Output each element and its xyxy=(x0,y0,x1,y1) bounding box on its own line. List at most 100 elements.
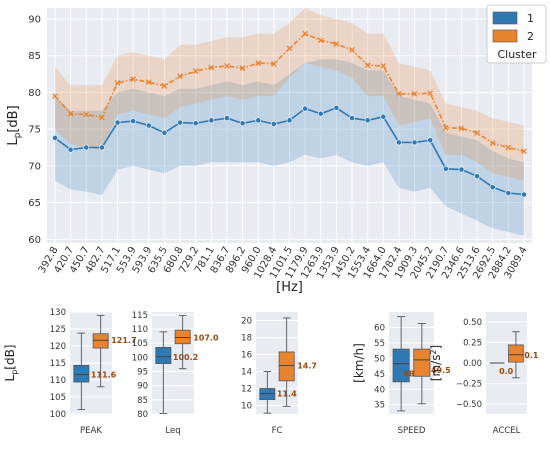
series-2-point xyxy=(83,111,90,118)
y-axis-label: Lp[dB] xyxy=(6,105,23,145)
series-2-point xyxy=(442,124,449,131)
series-2-point xyxy=(114,80,121,86)
y-axis-label: [km/h] xyxy=(352,343,366,383)
series-1-point xyxy=(442,165,449,172)
y-axis-label: [m/s2] xyxy=(429,345,443,381)
median-label: 49.5 xyxy=(431,366,451,375)
series-2-point xyxy=(505,144,512,151)
y-tick-label: 65 xyxy=(28,198,41,209)
series-1-point xyxy=(224,115,230,122)
series-1-point xyxy=(177,119,183,126)
series-1-point xyxy=(67,146,74,153)
y-tick-label: 85 xyxy=(28,51,41,62)
series-2-point xyxy=(67,110,74,117)
series-2-point xyxy=(99,114,105,121)
series-1-point xyxy=(521,191,527,198)
series-1-point xyxy=(349,115,355,122)
y-tick-label: 105 xyxy=(132,339,148,349)
series-1-point xyxy=(505,190,512,196)
series-2-point xyxy=(145,79,152,86)
y-tick-label: 60 xyxy=(28,235,41,246)
y-tick-label: −0.25 xyxy=(456,380,482,390)
box-cluster-1: 111.6 xyxy=(73,332,117,411)
y-tick-label: 115 xyxy=(50,359,66,369)
series-1-point xyxy=(208,117,215,124)
series-2-point xyxy=(521,148,527,155)
y-tick-label: 12 xyxy=(241,385,252,395)
series-1-point xyxy=(317,110,324,117)
series-2-point xyxy=(271,60,277,67)
y-tick-label: 115 xyxy=(132,311,148,321)
series-1-point xyxy=(364,117,371,124)
legend-label-1: 1 xyxy=(527,12,534,25)
box-panel-fc: 10121416182011.414.7FC xyxy=(241,312,317,436)
y-tick-label: 14 xyxy=(241,368,252,378)
median-label: 0.1 xyxy=(524,351,539,360)
series-1-point xyxy=(52,135,58,141)
median-label: 48.3 xyxy=(403,370,423,379)
legend: 1 2 Cluster xyxy=(486,4,547,64)
median-label: 0.0 xyxy=(499,367,514,376)
series-2-point xyxy=(239,65,246,72)
y-tick-label: 90 xyxy=(137,382,148,392)
y-tick-label: 95 xyxy=(137,368,148,378)
series-1-point xyxy=(145,122,152,129)
series-1-point xyxy=(396,139,402,146)
y-axis-label: Lp[dB] xyxy=(3,345,19,382)
y-tick-label: 105 xyxy=(50,393,66,403)
y-tick-label: 16 xyxy=(241,351,252,361)
box xyxy=(73,364,90,383)
x-category-label: PEAK xyxy=(80,426,102,436)
box xyxy=(508,344,524,363)
box-panel-peak: 100 105 110 115 120 125 130 111.6 121.7 PEAK Lp[dB… xyxy=(3,308,137,436)
x-category-label: FC xyxy=(272,426,283,436)
y-tick-label: 50 xyxy=(374,354,385,364)
median-label: 107.0 xyxy=(193,334,219,343)
series-1-point xyxy=(239,120,246,127)
y-tick-label: 60 xyxy=(374,323,385,333)
series-2-point xyxy=(286,45,293,52)
series-2-point xyxy=(427,90,434,97)
y-tick-label: −0.50 xyxy=(456,400,482,410)
series-1-point xyxy=(427,137,434,144)
series-1-point xyxy=(114,119,121,126)
series-2-point xyxy=(489,140,496,146)
box-panel-speed: 35 40 45 50 55 60 48.3 49.5 SPEED [km/h] xyxy=(352,312,451,436)
x-category-label: Leq xyxy=(165,426,180,436)
series-1-band xyxy=(55,59,524,236)
y-tick-label: 100 xyxy=(132,353,148,363)
series-2-point xyxy=(130,76,137,83)
series-1-point xyxy=(99,144,105,151)
box-plot-panels: 100 105 110 115 120 125 130 111.6 121.7 PEAK Lp[dB… xyxy=(3,308,539,436)
series-1-point xyxy=(489,184,496,191)
series-2-point xyxy=(474,129,480,136)
y-tick-label: 10 xyxy=(241,402,252,412)
y-tick-label: 85 xyxy=(137,396,148,406)
box-cluster-2: 0.1 xyxy=(508,331,539,379)
y-tick-label: 110 xyxy=(132,325,148,335)
series-1-point xyxy=(192,120,199,127)
series-2-point xyxy=(177,73,183,80)
y-tick-label: 0.50 xyxy=(463,318,482,328)
box-panel-leq: 80 85 90 95 100 105 110 115 100.2 107.0 Leq xyxy=(132,311,219,436)
series-2-point xyxy=(192,68,199,75)
series-1-point xyxy=(458,166,465,173)
box-cluster-1: 48.3 xyxy=(392,316,423,412)
legend-swatch-2 xyxy=(492,29,518,43)
box-cluster-1: 0.0 xyxy=(489,362,514,376)
series-2-point xyxy=(317,37,324,44)
y-tick-label: 0.25 xyxy=(463,338,482,348)
median-label: 121.7 xyxy=(111,336,136,345)
box xyxy=(278,351,295,382)
box xyxy=(155,347,172,364)
legend-title: Cluster xyxy=(497,48,537,61)
series-1-point xyxy=(286,117,293,124)
y-tick-label: 55 xyxy=(374,339,385,349)
y-tick-label: 75 xyxy=(28,125,41,136)
series-2-point xyxy=(458,125,465,132)
spectrum-line-chart: 60657075808590392.8420.7450.7482.7517.15… xyxy=(6,8,532,295)
series-2-point xyxy=(52,93,58,99)
y-tick-label: 18 xyxy=(241,334,252,344)
series-2-point xyxy=(208,64,215,71)
